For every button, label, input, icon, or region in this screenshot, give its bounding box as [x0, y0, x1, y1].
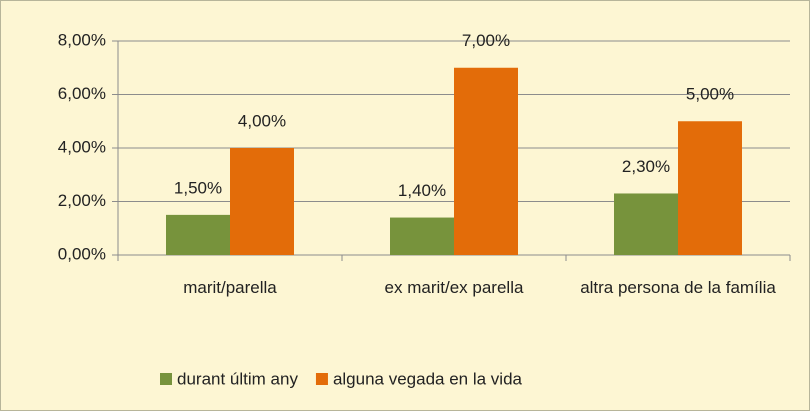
legend-swatch	[160, 373, 172, 385]
y-tick-label: 2,00%	[58, 191, 106, 210]
bar	[614, 193, 678, 255]
bar	[166, 214, 230, 255]
legend-label: alguna vegada en la vida	[333, 369, 523, 388]
x-tick-label: ex marit/ex parella	[384, 278, 524, 297]
data-label: 4,00%	[238, 111, 286, 130]
y-tick-label: 4,00%	[58, 137, 106, 156]
data-label: 1,40%	[398, 181, 446, 200]
y-tick-label: 0,00%	[58, 244, 106, 263]
bar	[230, 148, 294, 255]
bar	[678, 121, 742, 255]
y-tick-label: 6,00%	[58, 84, 106, 103]
x-tick-label: altra persona de la família	[580, 278, 776, 297]
legend-swatch	[315, 373, 328, 385]
data-label: 2,30%	[622, 157, 670, 176]
data-label: 7,00%	[462, 31, 510, 50]
bar	[454, 67, 518, 255]
data-label: 5,00%	[686, 85, 734, 104]
data-label: 1,50%	[174, 178, 222, 197]
y-tick-label: 8,00%	[58, 30, 106, 49]
x-tick-label: marit/parella	[183, 278, 277, 297]
legend-label: durant últim any	[177, 369, 298, 388]
bar	[390, 217, 454, 255]
